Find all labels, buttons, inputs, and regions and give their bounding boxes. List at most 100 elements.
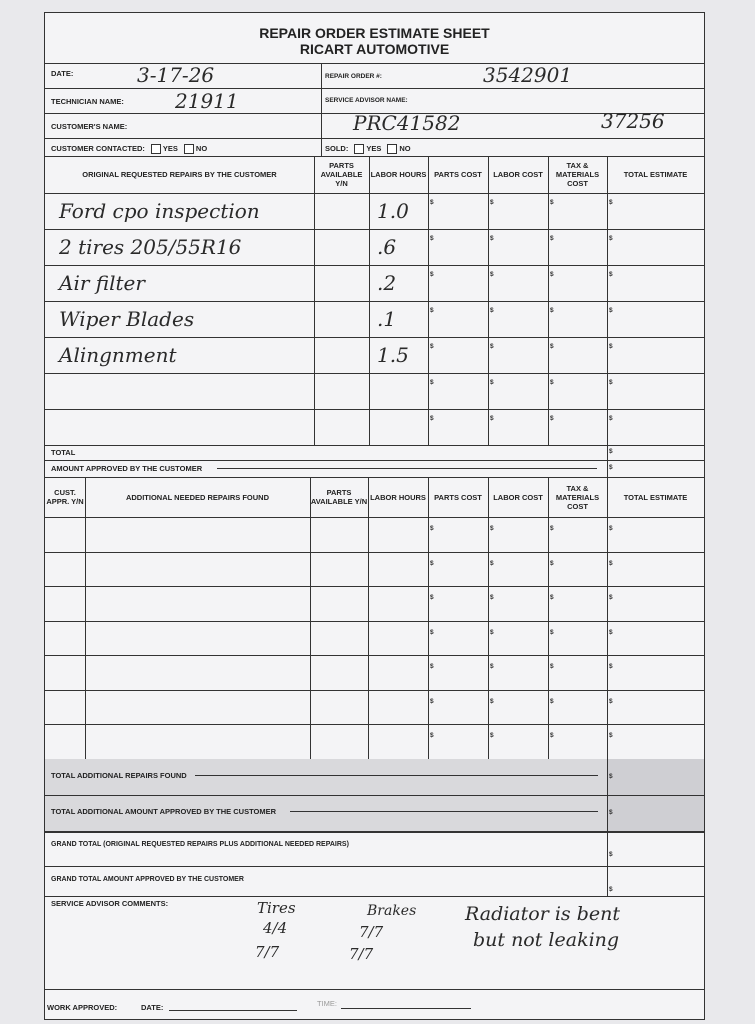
tires-note: Tires bbox=[257, 899, 296, 917]
currency-symbol: $ bbox=[609, 663, 613, 670]
currency-symbol: $ bbox=[430, 379, 434, 386]
currency-symbol: $ bbox=[490, 732, 494, 739]
currency-symbol: $ bbox=[609, 525, 613, 532]
repair-order-label: REPAIR ORDER #: bbox=[325, 73, 382, 80]
additional-repair-row[interactable] bbox=[86, 656, 309, 689]
column-header: LABOR HOURS bbox=[370, 492, 426, 502]
advisor-extra-number[interactable]: 37256 bbox=[601, 109, 665, 133]
repair-order-value[interactable]: 3542901 bbox=[483, 63, 573, 87]
currency-symbol: $ bbox=[490, 559, 494, 567]
advisor-value[interactable]: PRC41582 bbox=[353, 111, 461, 135]
column-header: LABOR COST bbox=[493, 170, 543, 179]
customer-label: CUSTOMER'S NAME: bbox=[51, 122, 128, 131]
grand-total-approved-label: GRAND TOTAL AMOUNT APPROVED BY THE CUSTO… bbox=[51, 875, 244, 883]
currency-symbol: $ bbox=[430, 235, 434, 242]
currency-symbol: $ bbox=[430, 199, 434, 206]
sold: SOLD: YES NO bbox=[325, 144, 411, 155]
brakes-note: Brakes bbox=[367, 903, 417, 919]
currency-symbol: $ bbox=[490, 697, 494, 705]
currency-symbol: $ bbox=[609, 343, 613, 350]
additional-repair-row[interactable] bbox=[86, 622, 309, 655]
date-value[interactable]: 3-17-26 bbox=[137, 63, 215, 87]
currency-symbol: $ bbox=[609, 885, 613, 893]
sold-no-checkbox[interactable] bbox=[387, 144, 398, 155]
currency-symbol: $ bbox=[550, 525, 554, 532]
column-header: ADDITIONAL NEEDED REPAIRS FOUND bbox=[125, 492, 270, 502]
currency-symbol: $ bbox=[490, 525, 494, 532]
currency-symbol: $ bbox=[550, 559, 554, 567]
currency-symbol: $ bbox=[609, 697, 613, 705]
currency-symbol: $ bbox=[430, 559, 434, 567]
currency-symbol: $ bbox=[609, 559, 613, 567]
column-header: LABOR COST bbox=[493, 492, 543, 502]
total-additional-approved-label: TOTAL ADDITIONAL AMOUNT APPROVED BY THE … bbox=[51, 806, 277, 816]
column-header: PARTS COST bbox=[434, 492, 482, 502]
repair-description[interactable]: Air filter bbox=[59, 271, 145, 295]
total-label: TOTAL bbox=[51, 448, 76, 457]
currency-symbol: $ bbox=[550, 663, 554, 670]
currency-symbol: $ bbox=[609, 772, 613, 780]
labor-hours[interactable]: .1 bbox=[377, 307, 397, 331]
arrow-icon bbox=[195, 774, 598, 776]
currency-symbol: $ bbox=[609, 199, 613, 206]
column-header: ORIGINAL REQUESTED REPAIRS BY THE CUSTOM… bbox=[82, 170, 277, 179]
currency-symbol: $ bbox=[430, 663, 434, 670]
additional-repair-row[interactable] bbox=[86, 553, 309, 586]
labor-hours[interactable]: .6 bbox=[377, 235, 397, 259]
repair-description[interactable]: Wiper Blades bbox=[59, 307, 195, 331]
date-approved-line[interactable] bbox=[169, 1010, 297, 1011]
currency-symbol: $ bbox=[550, 379, 554, 386]
additional-repair-row[interactable] bbox=[86, 725, 309, 758]
currency-symbol: $ bbox=[609, 235, 613, 242]
yes-label: YES bbox=[366, 144, 382, 153]
repair-description[interactable]: Ford cpo inspection bbox=[59, 199, 260, 223]
currency-symbol: $ bbox=[430, 271, 434, 278]
contacted-no-checkbox[interactable] bbox=[183, 144, 194, 155]
currency-symbol: $ bbox=[609, 464, 613, 471]
contacted-yes-checkbox[interactable] bbox=[150, 144, 161, 155]
currency-symbol: $ bbox=[430, 307, 434, 314]
tires-rear: 7/7 bbox=[255, 943, 280, 961]
column-header: PARTS COST bbox=[434, 170, 482, 179]
currency-symbol: $ bbox=[609, 271, 613, 278]
additional-repair-row[interactable] bbox=[86, 691, 309, 724]
customer-contacted: CUSTOMER CONTACTED: YES NO bbox=[51, 144, 207, 155]
column-header: TOTAL ESTIMATE bbox=[623, 170, 688, 179]
labor-hours[interactable]: 1.5 bbox=[377, 343, 409, 367]
repair-description[interactable]: Alingnment bbox=[59, 343, 177, 367]
comment-line-1: Radiator is bent bbox=[465, 903, 620, 925]
column-header: PARTS AVAILABLE Y/N bbox=[320, 161, 363, 188]
technician-label: TECHNICIAN NAME: bbox=[51, 97, 124, 106]
currency-symbol: $ bbox=[550, 697, 554, 705]
comment-line-2: but not leaking bbox=[473, 929, 620, 951]
time-line[interactable] bbox=[341, 1008, 471, 1009]
sold-yes-checkbox[interactable] bbox=[354, 144, 365, 155]
column-header: CUST. APPR. Y/N bbox=[46, 488, 84, 506]
labor-hours[interactable]: .2 bbox=[377, 271, 397, 295]
time-label: TIME: bbox=[317, 999, 337, 1008]
currency-symbol: $ bbox=[490, 594, 494, 601]
currency-symbol: $ bbox=[430, 343, 434, 350]
currency-symbol: $ bbox=[609, 448, 613, 455]
labor-hours[interactable]: 1.0 bbox=[377, 199, 409, 223]
currency-symbol: $ bbox=[490, 628, 494, 636]
currency-symbol: $ bbox=[490, 415, 494, 422]
comments-label: SERVICE ADVISOR COMMENTS: bbox=[51, 899, 169, 908]
additional-repair-row[interactable] bbox=[86, 587, 309, 620]
repair-description[interactable]: 2 tires 205/55R16 bbox=[59, 235, 242, 259]
currency-symbol: $ bbox=[490, 663, 494, 670]
grand-total-label: GRAND TOTAL (Original requested repairs … bbox=[51, 840, 349, 848]
yes-label: YES bbox=[162, 144, 178, 153]
additional-repair-row[interactable] bbox=[86, 518, 309, 551]
arrow-icon bbox=[217, 468, 597, 469]
currency-symbol: $ bbox=[609, 850, 613, 858]
technician-value[interactable]: 21911 bbox=[175, 89, 239, 113]
currency-symbol: $ bbox=[550, 235, 554, 242]
total-additional-label: TOTAL ADDITIONAL REPAIRS FOUND bbox=[51, 770, 187, 780]
column-header: PARTS AVAILABLE Y/N bbox=[310, 488, 368, 506]
currency-symbol: $ bbox=[609, 628, 613, 636]
currency-symbol: $ bbox=[550, 271, 554, 278]
amount-approved-label: AMOUNT APPROVED BY THE CUSTOMER bbox=[51, 464, 203, 473]
no-label: NO bbox=[399, 144, 411, 153]
tires-front: 4/4 bbox=[263, 919, 288, 937]
